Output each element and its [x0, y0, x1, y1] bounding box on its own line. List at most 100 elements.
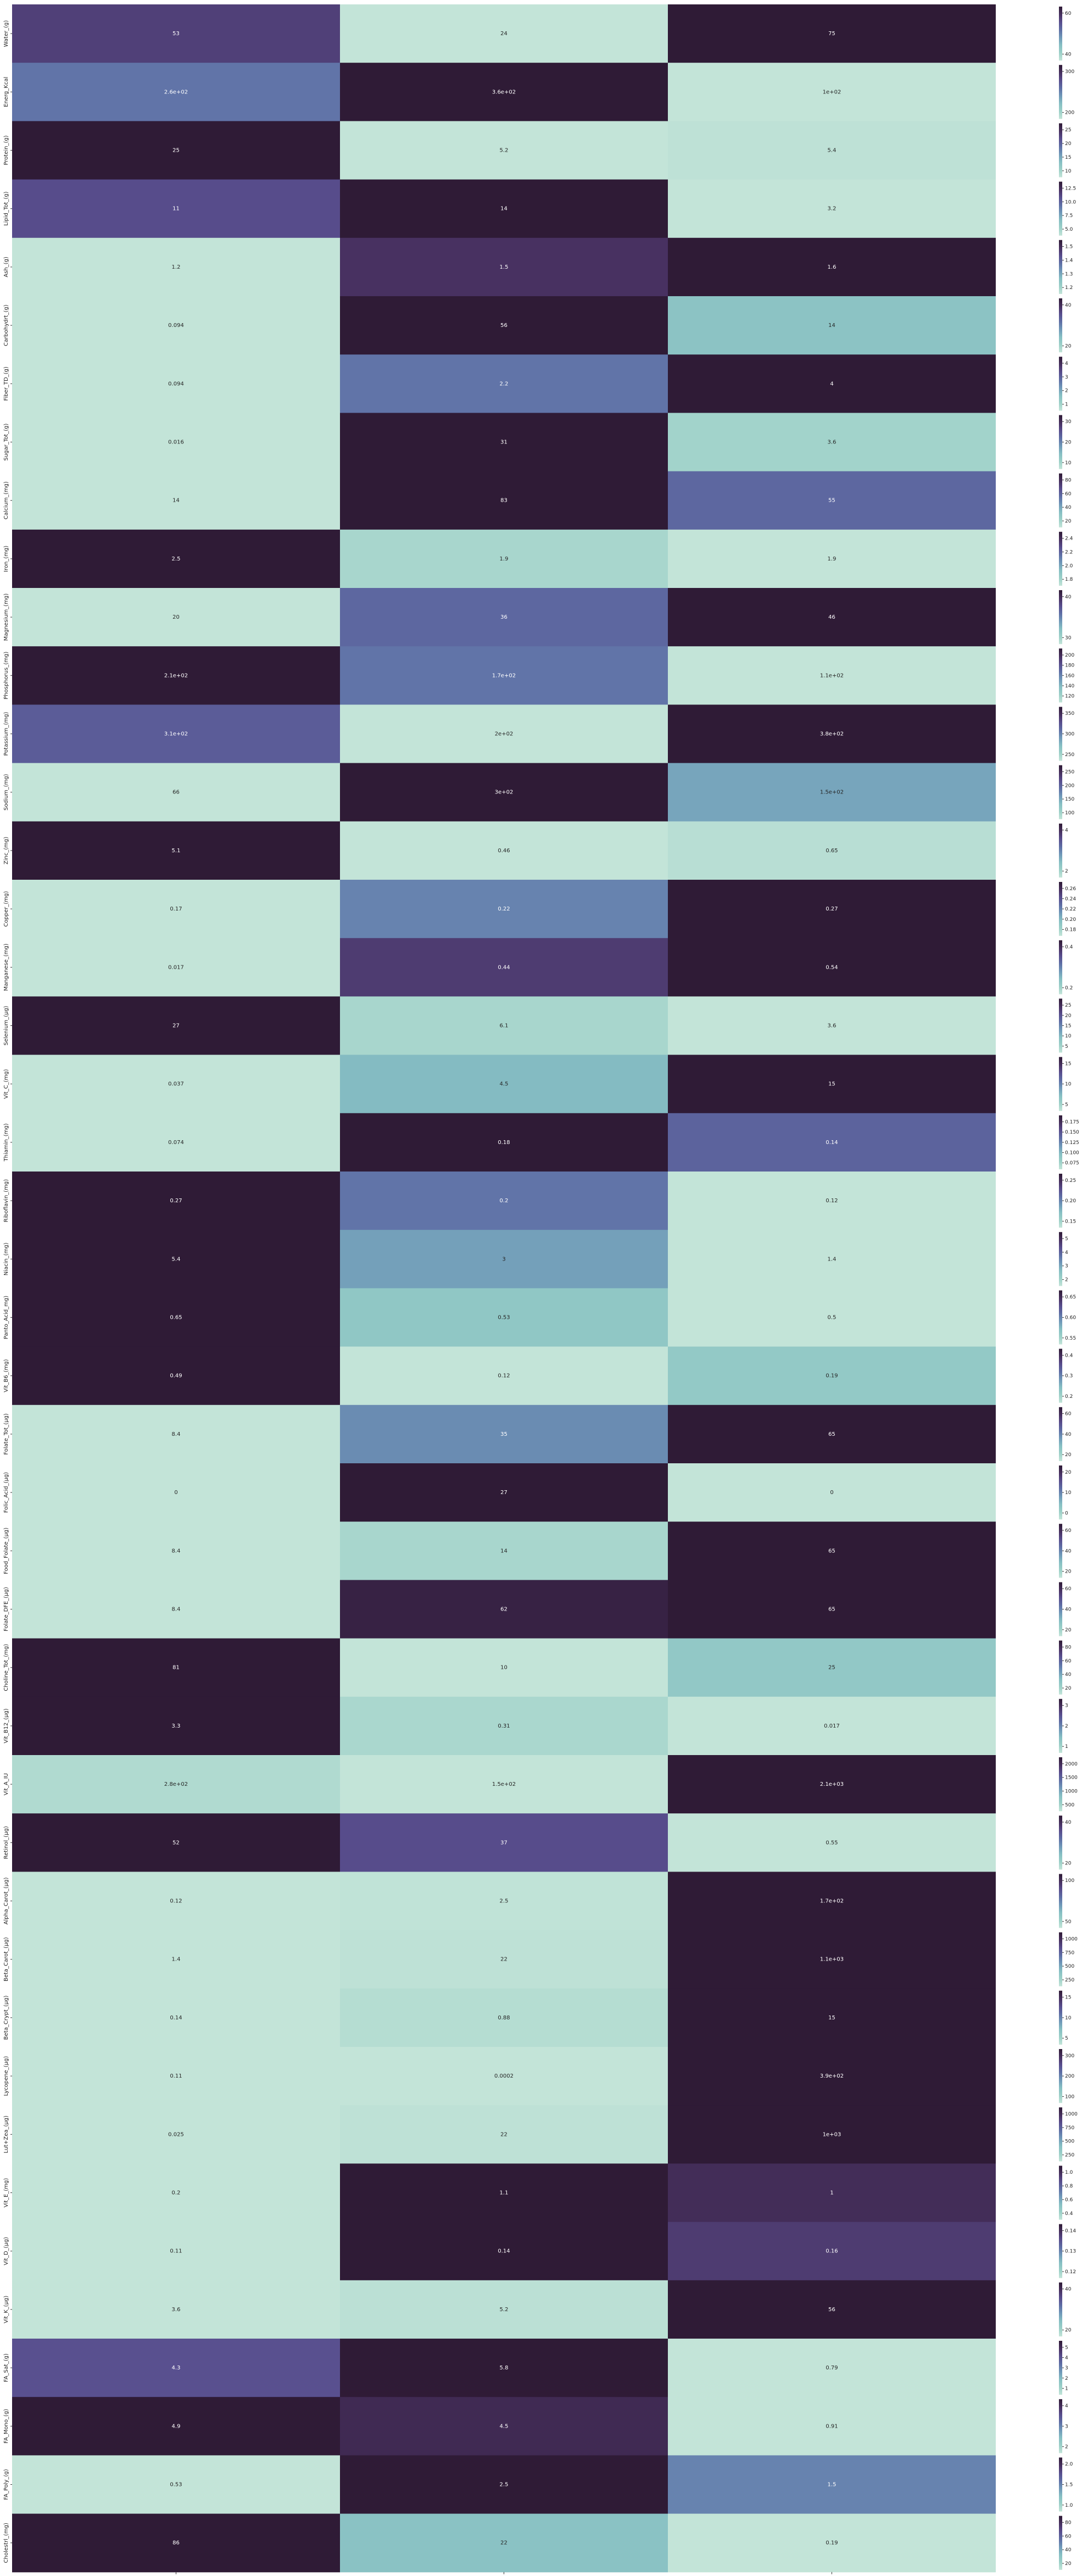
- colorbar-tick-label: 30: [1065, 419, 1072, 425]
- cell-value-label: 0.53: [170, 2482, 182, 2488]
- colorbar-folic-acid-g: [1059, 1465, 1062, 1520]
- colorbar-tick-label: 2: [1065, 2445, 1068, 2450]
- heatmap-cell-beta-carot-g-vegetables: [340, 1930, 668, 1989]
- colorbar-tick-label: 0.65: [1065, 1295, 1076, 1300]
- cell-value-label: 0.14: [170, 2015, 182, 2021]
- colorbar-tick-label: 2: [1065, 2376, 1068, 2381]
- cell-value-label: 27: [172, 1023, 180, 1029]
- heatmap-cell-folic-acid-g-beef: [668, 1463, 996, 1522]
- heatmap-cell-niacin-mg-vegetables: [340, 1230, 668, 1289]
- cell-value-label: 65: [828, 1607, 835, 1613]
- colorbar-tick-label: 15: [1065, 1995, 1071, 2001]
- heatmap-cell-retinol-g-sweets: [12, 1813, 340, 1872]
- cell-value-label: 35: [500, 1431, 507, 1437]
- colorbar-tick-label: 20: [1065, 1452, 1072, 1458]
- row-label-folate-dfe-g: Folate_DFE_(µg): [3, 1587, 9, 1631]
- heatmap-cell-riboflavin-mg-sweets: [12, 1172, 340, 1230]
- heatmap-cell-vit-c-mg-vegetables: [340, 1054, 668, 1114]
- cell-value-label: 14: [172, 498, 180, 504]
- cell-value-label: 1: [830, 2190, 833, 2196]
- colorbar-tick-label: 2: [1065, 388, 1068, 394]
- colorbar-tick-label: 20: [1065, 1686, 1072, 1691]
- colorbar-tick-label: 20: [1065, 1861, 1072, 1867]
- row-label-copper-mg: Copper_(mg): [3, 891, 9, 927]
- colorbar-tick-label: 100: [1065, 2094, 1074, 2100]
- colorbar-tick-label: 0.55: [1065, 1336, 1076, 1341]
- cell-value-label: 0.91: [826, 2423, 838, 2429]
- heatmap-cell-vit-a-iu-beef: [668, 1755, 996, 1814]
- colorbar-tick-label: 3: [1065, 2366, 1068, 2371]
- colorbar-tick-label: 20: [1065, 1013, 1072, 1019]
- heatmap-cell-retinol-g-beef: [668, 1813, 996, 1872]
- colorbar-tick-label: 0.60: [1065, 1315, 1076, 1321]
- colorbar-tick-label: 50: [1065, 1919, 1072, 1925]
- cell-value-label: 0.54: [826, 964, 838, 970]
- colorbar-tick-label: 10: [1065, 169, 1072, 174]
- heatmap-cell-alpha-carot-g-sweets: [12, 1872, 340, 1931]
- cell-value-label: 1.5: [828, 2482, 836, 2488]
- row-label-folate-tot-g: Folate_Tot_(µg): [3, 1413, 9, 1455]
- heatmap-cell-vit-c-mg-sweets: [12, 1054, 340, 1114]
- row-label-fa-poly-g: FA_Poly_(g): [3, 2469, 9, 2500]
- row-label-retinol-g: Retinol_(µg): [3, 1826, 9, 1859]
- colorbar-energ-kcal: [1059, 65, 1062, 119]
- row-label-vit-d-g: Vit_D_(µg): [3, 2237, 9, 2266]
- cell-value-label: 1.1: [500, 2190, 509, 2196]
- heatmap-cell-energ-kcal-beef: [668, 63, 996, 121]
- colorbar-tick-label: 40: [1065, 52, 1072, 57]
- heatmap-cell-lipid-tot-g-sweets: [12, 179, 340, 238]
- colorbar-panto-acid-mg: [1059, 1290, 1062, 1345]
- colorbar-tick-label: 0.075: [1065, 1161, 1079, 1166]
- cell-value-label: 5.4: [172, 1256, 181, 1262]
- cell-value-label: 1.5: [500, 264, 509, 270]
- heatmap-cell-vit-b12-g-sweets: [12, 1696, 340, 1756]
- colorbar-food-folate-g: [1059, 1524, 1062, 1578]
- heatmap-cell-manganese-mg-vegetables: [340, 938, 668, 997]
- colorbar-tick-label: 1.5: [1065, 245, 1073, 250]
- colorbar-riboflavin-mg: [1059, 1174, 1062, 1228]
- heatmap-cell-beta-crypt-g-vegetables: [340, 1988, 668, 2047]
- colorbar-tick-label: 5: [1065, 1236, 1068, 1242]
- heatmap-cell-protein-g-sweets: [12, 121, 340, 180]
- colorbar-tick-label: 350: [1065, 711, 1074, 717]
- row-label-cholestrl-mg: Cholestrl_(mg): [3, 2523, 9, 2563]
- heatmap-cell-riboflavin-mg-beef: [668, 1172, 996, 1230]
- cell-value-label: 36: [500, 614, 507, 620]
- cell-value-label: 2.6e+02: [164, 89, 188, 95]
- heatmap-cell-sodium-mg-vegetables: [340, 763, 668, 822]
- heatmap-cell-lycopene-g-vegetables: [340, 2047, 668, 2106]
- heatmap-cell-zinc-mg-sweets: [12, 821, 340, 880]
- cell-value-label: 10: [500, 1665, 507, 1671]
- colorbar-retinol-g: [1059, 1816, 1062, 1870]
- colorbar-tick-label: 750: [1065, 2125, 1074, 2131]
- cell-value-label: 1.6: [828, 264, 836, 270]
- cell-value-label: 3: [502, 1256, 505, 1262]
- cell-value-label: 1.9: [828, 556, 836, 562]
- row-label-choline-tot-mg: Choline_Tot_(mg): [3, 1644, 9, 1691]
- cell-value-label: 0.074: [168, 1140, 184, 1146]
- heatmap-cell-vit-e-mg-vegetables: [340, 2163, 668, 2223]
- heatmap-cell-water-g-vegetables: [340, 4, 668, 63]
- colorbar-tick-label: 0.125: [1065, 1140, 1079, 1146]
- colorbar-fa-poly-g: [1059, 2457, 1062, 2512]
- heatmap-cell-lipid-tot-g-beef: [668, 179, 996, 238]
- colorbar-vit-d-g: [1059, 2224, 1062, 2278]
- cell-value-label: 15: [828, 2015, 835, 2021]
- heatmap-cell-magnesium-mg-sweets: [12, 588, 340, 647]
- colorbar-lipid-tot-g: [1059, 181, 1062, 236]
- colorbar-folate-dfe-g: [1059, 1582, 1062, 1636]
- colorbar-tick-label: 10: [1065, 1034, 1072, 1039]
- colorbar-tick-label: 60: [1065, 2534, 1072, 2539]
- colorbar-tick-label: 0.26: [1065, 886, 1076, 892]
- colorbar-sodium-mg: [1059, 765, 1062, 819]
- heatmap-cell-thiamin-mg-beef: [668, 1113, 996, 1172]
- heatmap-cell-vit-b6-mg-sweets: [12, 1346, 340, 1406]
- cell-value-label: 5.2: [500, 148, 509, 154]
- colorbar-tick-label: 1: [1065, 402, 1068, 408]
- cell-value-label: 0.017: [824, 1723, 840, 1729]
- colorbar-tick-label: 3: [1065, 1703, 1068, 1709]
- row-label-energ-kcal: Energ_Kcal: [3, 77, 9, 107]
- heatmap-cell-retinol-g-vegetables: [340, 1813, 668, 1872]
- colorbar-phosphorus-mg: [1059, 648, 1062, 703]
